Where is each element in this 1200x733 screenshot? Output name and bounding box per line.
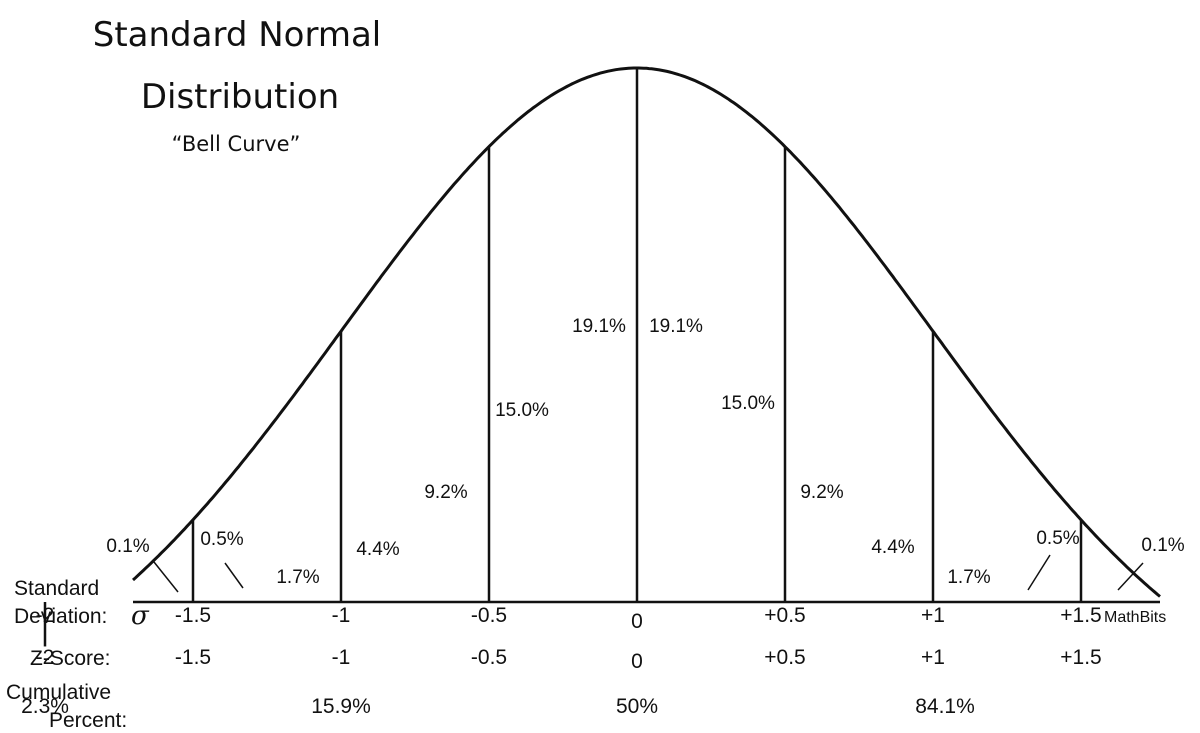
- region-percent-labels: 0.1% 0.5% 1.7% 4.4% 9.2% 15.0% 19.1% 19.1% 15.0%…: [106, 316, 1184, 588]
- region-percent-label: 0.5%: [200, 529, 243, 550]
- sd-tick-label: -1: [332, 604, 351, 627]
- region-percent-label: 15.0%: [495, 400, 549, 421]
- sd-tick-label: -0.5: [471, 604, 507, 627]
- z-score-labels: -3-2.5-2-1.5-1-0.50+0.5+1+1.5+2+2.5+3: [36, 646, 1102, 673]
- cumulative-percent-label: 84.1%: [915, 695, 975, 718]
- tail-leader-lines: [153, 554, 1144, 593]
- z-score-label: +1.5: [1060, 646, 1101, 669]
- sd-tick-label: +1: [921, 604, 945, 627]
- region-percent-label: 19.1%: [649, 316, 703, 337]
- mathbits-watermark: MathBits: [1104, 609, 1166, 626]
- region-percent-label: 9.2%: [800, 482, 843, 503]
- z-score-label: -0.5: [471, 646, 507, 669]
- bell-curve-line: [132, 66, 1161, 598]
- sd-divider-lines: [43, 68, 1083, 647]
- region-percent-label: 15.0%: [721, 393, 775, 414]
- region-percent-label: 0.1%: [106, 536, 149, 557]
- z-score-label: -1: [332, 646, 351, 669]
- subtitle: “Bell Curve”: [172, 132, 301, 156]
- tail-leader-line: [1117, 562, 1144, 591]
- sd-tick-label: -1.5: [175, 604, 211, 627]
- sigma-symbol: σ: [131, 601, 150, 631]
- sd-row-label-line-1: Standard: [14, 577, 99, 600]
- region-percent-label: 19.1%: [572, 316, 626, 337]
- region-percent-label: 0.1%: [1141, 535, 1184, 556]
- region-percent-label: 9.2%: [424, 482, 467, 503]
- cumulative-percent-label: 50%: [616, 695, 658, 718]
- sd-tick-label: -2: [36, 604, 55, 627]
- cumulative-row-label-line-2: Percent:: [49, 709, 127, 732]
- cumulative-percent-labels: 0.1%2.3%15.9%50%84.1%97.7%99.9%: [21, 695, 975, 718]
- region-percent-label: 4.4%: [871, 537, 914, 558]
- tail-leader-line: [1027, 554, 1051, 591]
- region-percent-label: 1.7%: [276, 567, 319, 588]
- sd-tick-labels: -3-2.5-2-1.5-1-0.50+0.5+1+1.5+2+2.5+3: [36, 604, 1102, 633]
- title-line-2: Distribution: [141, 77, 339, 117]
- z-score-row-label: Z-Score:: [30, 647, 111, 670]
- sd-row-label-line-2: Deviation:: [14, 605, 107, 628]
- sd-tick-label: +1.5: [1060, 604, 1101, 627]
- curve-layer: [132, 66, 1161, 598]
- z-score-label: 0: [631, 650, 643, 673]
- z-score-label: -1.5: [175, 646, 211, 669]
- region-percent-label: 1.7%: [947, 567, 990, 588]
- region-percent-label: 4.4%: [356, 539, 399, 560]
- z-score-label: +0.5: [764, 646, 805, 669]
- cumulative-row-label-line-1: Cumulative: [6, 681, 111, 704]
- tail-leader-line: [224, 562, 244, 589]
- title-line-1: Standard Normal: [93, 15, 382, 55]
- z-score-label: +1: [921, 646, 945, 669]
- cumulative-percent-label: 15.9%: [311, 695, 371, 718]
- cumulative-percent-label: 2.3%: [21, 695, 69, 718]
- region-percent-label: 0.5%: [1036, 528, 1079, 549]
- z-score-label: -2: [36, 646, 55, 669]
- sd-tick-label: +0.5: [764, 604, 805, 627]
- tail-leader-line: [153, 561, 179, 593]
- sd-tick-label: 0: [631, 610, 643, 633]
